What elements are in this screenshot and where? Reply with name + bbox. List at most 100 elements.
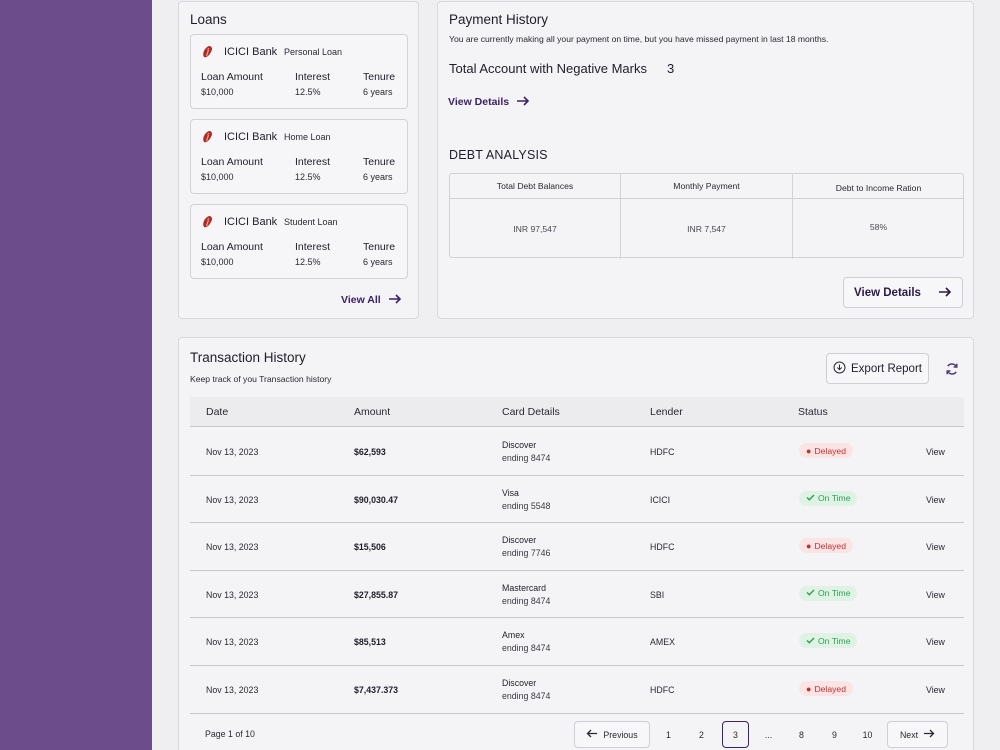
txn-card-ending: ending 7746 xyxy=(502,548,551,559)
debt-col-monthly: Monthly Payment INR 7,547 xyxy=(621,174,793,259)
txn-amount: $7,437.373 xyxy=(354,685,399,695)
interest-value: 12.5% xyxy=(295,172,321,182)
status-badge: On Time xyxy=(799,633,858,649)
debt-header: Debt to Income Ration xyxy=(793,174,964,199)
arrow-right-icon xyxy=(388,293,402,306)
debt-col-ratio: Debt to Income Ration 58% xyxy=(793,174,964,259)
page-number-button[interactable]: 2 xyxy=(699,729,704,740)
check-icon xyxy=(806,588,815,598)
dot-icon: ● xyxy=(806,683,812,694)
transaction-history-title: Transaction History xyxy=(190,350,306,365)
interest-label: Interest xyxy=(295,156,331,168)
status-badge: On Time xyxy=(799,490,858,506)
txn-amount: $62,593 xyxy=(354,447,386,457)
page-ellipsis: ... xyxy=(764,729,773,740)
txn-amount: $15,506 xyxy=(354,542,386,553)
table-row: Nov 13, 2023 $85,513 Amex ending 8474 AMEX On… xyxy=(190,618,964,666)
loans-title: Loans xyxy=(190,12,227,27)
status-badge: ● Delayed xyxy=(799,681,853,696)
view-link[interactable]: View xyxy=(926,637,945,648)
txn-card-name: Discover xyxy=(502,678,537,688)
payment-history-title: Payment History xyxy=(449,12,549,27)
view-link[interactable]: View xyxy=(926,494,945,505)
loan-card[interactable]: ICICI Bank Home Loan Loan Amount Interest Te… xyxy=(190,119,408,194)
txn-amount: $90,030.47 xyxy=(354,494,399,505)
view-link[interactable]: View xyxy=(926,542,945,553)
txn-card-name: Discover xyxy=(502,440,537,450)
header-date: Date xyxy=(206,406,229,418)
export-report-label: Export Report xyxy=(851,362,922,375)
payment-view-details-link[interactable]: View Details xyxy=(448,95,530,108)
txn-card-ending: ending 5548 xyxy=(502,500,551,511)
view-all-link[interactable]: View All xyxy=(341,293,402,306)
page-number-button[interactable]: 9 xyxy=(832,729,837,740)
interest-label: Interest xyxy=(295,71,331,83)
debt-col-total: Total Debt Balances INR 97,547 xyxy=(450,174,621,259)
bank-name: ICICI Bank xyxy=(224,131,278,143)
loan-card[interactable]: ICICI Bank Student Loan Loan Amount Interes… xyxy=(190,204,408,279)
tenure-label: Tenure xyxy=(363,71,396,83)
export-report-button[interactable]: Export Report xyxy=(826,353,929,384)
bank-name: ICICI Bank xyxy=(224,216,278,228)
transaction-history-subtitle: Keep track of you Transaction history xyxy=(190,374,332,384)
transaction-table-header: Date Amount Card Details Lender Status xyxy=(190,397,964,427)
tenure-value: 6 years xyxy=(363,172,393,182)
sidebar xyxy=(0,0,152,750)
payment-view-details-label: View Details xyxy=(448,95,510,108)
view-link[interactable]: View xyxy=(926,589,945,600)
tenure-value: 6 years xyxy=(363,87,393,97)
check-icon xyxy=(806,636,815,646)
negative-marks-count: 3 xyxy=(667,61,675,76)
refresh-icon[interactable] xyxy=(936,353,967,384)
loan-card[interactable]: ICICI Bank Personal Loan Loan Amount Intere… xyxy=(190,34,408,109)
page-number-button[interactable]: 10 xyxy=(862,729,873,740)
status-label: Delayed xyxy=(814,683,846,694)
negative-marks-label: Total Account with Negative Marks xyxy=(449,61,647,76)
status-label: On Time xyxy=(818,635,851,646)
txn-card-ending: ending 8474 xyxy=(502,453,551,463)
txn-card-ending: ending 8474 xyxy=(502,691,551,701)
page-number-button[interactable]: 1 xyxy=(666,729,671,740)
icici-logo-icon xyxy=(201,215,215,229)
arrow-right-icon xyxy=(938,286,952,299)
view-link[interactable]: View xyxy=(926,447,945,457)
header-lender: Lender xyxy=(650,406,683,418)
txn-card-ending: ending 8474 xyxy=(502,595,551,606)
download-icon xyxy=(833,361,846,377)
debt-view-details-button[interactable]: View Details xyxy=(843,277,963,308)
debt-view-details-label: View Details xyxy=(854,286,921,299)
txn-date: Nov 13, 2023 xyxy=(206,685,259,695)
view-link[interactable]: View xyxy=(926,685,945,695)
txn-card-name: Mastercard xyxy=(502,582,546,593)
debt-analysis-table: Total Debt Balances INR 97,547 Monthly P… xyxy=(449,173,964,259)
debt-value: INR 97,547 xyxy=(513,224,557,234)
header-status: Status xyxy=(798,406,828,418)
loan-amount-label: Loan Amount xyxy=(201,71,263,83)
payment-history-card: Payment History You are currently making… xyxy=(437,1,974,319)
txn-date: Nov 13, 2023 xyxy=(206,542,259,553)
page-number-button[interactable]: 8 xyxy=(799,729,804,740)
icici-logo-icon xyxy=(201,130,215,144)
page-number-button[interactable]: 3 xyxy=(722,721,749,748)
table-row: Nov 13, 2023 $7,437.373 Discover ending 847… xyxy=(190,666,964,714)
next-label: Next xyxy=(899,729,919,740)
debt-analysis-title: DEBT ANALYSIS xyxy=(449,148,548,162)
interest-value: 12.5% xyxy=(295,257,321,267)
previous-page-button[interactable]: Previous xyxy=(574,721,650,748)
status-badge: On Time xyxy=(799,585,858,601)
check-icon xyxy=(806,493,815,503)
loan-amount-label: Loan Amount xyxy=(201,156,263,168)
status-label: Delayed xyxy=(814,540,846,551)
debt-header: Total Debt Balances xyxy=(450,174,620,199)
txn-lender: HDFC xyxy=(650,542,675,553)
txn-date: Nov 13, 2023 xyxy=(206,494,259,505)
txn-lender: AMEX xyxy=(650,637,675,648)
status-badge: ● Delayed xyxy=(799,443,853,458)
status-label: Delayed xyxy=(814,445,846,456)
txn-amount: $85,513 xyxy=(354,637,386,648)
txn-date: Nov 13, 2023 xyxy=(206,447,259,457)
txn-date: Nov 13, 2023 xyxy=(206,589,259,600)
icici-logo-icon xyxy=(201,45,215,59)
next-page-button[interactable]: Next xyxy=(887,721,948,748)
txn-lender: SBI xyxy=(650,589,665,600)
